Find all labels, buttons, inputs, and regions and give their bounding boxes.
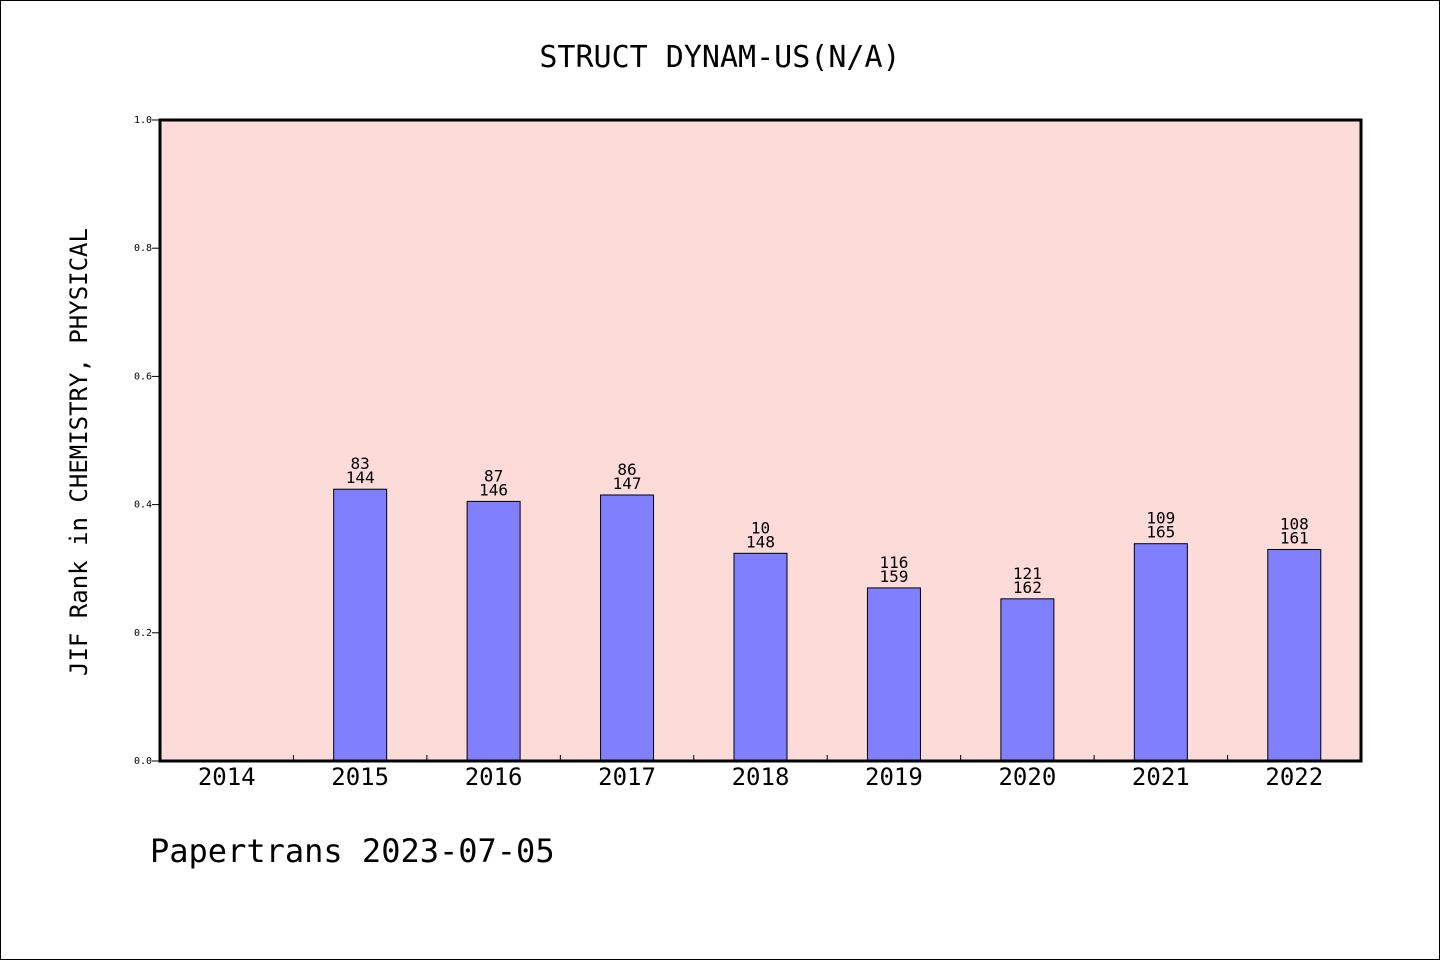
x-tick-label: 2017 bbox=[598, 763, 656, 791]
bar-2015 bbox=[333, 488, 388, 762]
bar-2018 bbox=[733, 552, 788, 762]
bar-label-total: 146 bbox=[479, 480, 508, 499]
bar-label-rank: 116 bbox=[879, 553, 908, 572]
bar-label-total: 159 bbox=[879, 567, 908, 586]
bar-label-rank: 109 bbox=[1146, 509, 1175, 528]
x-tick-label: 2020 bbox=[998, 763, 1056, 791]
bar-label-rank: 121 bbox=[1013, 564, 1042, 583]
footer-credit: Papertrans 2023-07-05 bbox=[150, 832, 555, 870]
y-tick-label: 0.6 bbox=[134, 371, 152, 382]
bar-label-total: 165 bbox=[1146, 523, 1175, 542]
bar-label-total: 161 bbox=[1280, 528, 1309, 547]
bar-label-rank: 83 bbox=[351, 454, 370, 473]
x-tick-label: 2021 bbox=[1132, 763, 1190, 791]
x-tick-label: 2014 bbox=[198, 763, 256, 791]
bar-label-rank: 87 bbox=[484, 466, 503, 485]
x-tick-label: 2018 bbox=[732, 763, 790, 791]
bar-label-total: 148 bbox=[746, 532, 775, 551]
chart-title: STRUCT DYNAM-US(N/A) bbox=[539, 40, 900, 75]
bar-label-rank: 86 bbox=[617, 460, 636, 479]
y-tick-label: 0.0 bbox=[134, 756, 152, 767]
y-tick-label: 1.0 bbox=[134, 115, 152, 126]
bar-label-total: 162 bbox=[1013, 578, 1042, 597]
bar-2017 bbox=[600, 494, 655, 762]
bar-2019 bbox=[866, 587, 921, 762]
bars bbox=[333, 488, 1322, 762]
y-tick-label: 0.2 bbox=[134, 628, 152, 639]
bar-2021 bbox=[1133, 543, 1188, 762]
x-tick-label: 2015 bbox=[331, 763, 389, 791]
bar-2022 bbox=[1267, 548, 1322, 762]
y-tick-label: 0.8 bbox=[134, 243, 152, 254]
plot-border bbox=[158, 118, 1363, 763]
x-tick-label: 2019 bbox=[865, 763, 923, 791]
x-tick-label: 2016 bbox=[465, 763, 523, 791]
y-axis-title: JIF Rank in CHEMISTRY, PHYSICAL bbox=[65, 228, 93, 676]
bar-2016 bbox=[466, 500, 521, 762]
bar-label-total: 147 bbox=[613, 474, 642, 493]
x-tick-label: 2022 bbox=[1265, 763, 1323, 791]
bar-2020 bbox=[1000, 598, 1055, 762]
y-tick-label: 0.4 bbox=[134, 500, 152, 511]
bar-label-total: 144 bbox=[346, 468, 375, 487]
bar-label-rank: 108 bbox=[1280, 514, 1309, 533]
axis-ticks: 0.0 0.2 0.4 0.6 0.8 1.0 2014 2015 2016 2017 2018 20… bbox=[134, 115, 1323, 791]
bar-label-rank: 10 bbox=[751, 518, 770, 537]
